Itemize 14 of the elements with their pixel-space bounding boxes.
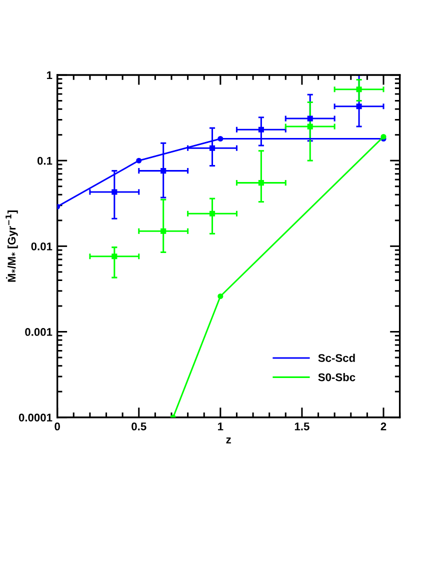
y-tick-label: 0.001 (25, 328, 52, 336)
x-tick-label: 0 (54, 422, 60, 430)
y-tick-label: 0.1 (37, 156, 52, 165)
legend-label: Sc-Scd (318, 354, 355, 362)
x-tick-label: 1 (218, 422, 224, 430)
x-tick-label: 2 (380, 422, 386, 430)
y-axis-title: Ṁ$_{*}$/M$_{*}$ [Gyr$^{−1}$] (6, 210, 18, 282)
y-tick-label: 1 (46, 71, 52, 80)
x-tick-label: 0.5 (132, 422, 146, 430)
y-tick-label: 0.0001 (18, 414, 52, 422)
y-tick-label: 0.01 (31, 242, 52, 250)
x-axis-title: z (226, 438, 231, 444)
x-tick-label: 1.5 (294, 422, 310, 430)
legend-label: S0-Sbc (318, 373, 356, 382)
